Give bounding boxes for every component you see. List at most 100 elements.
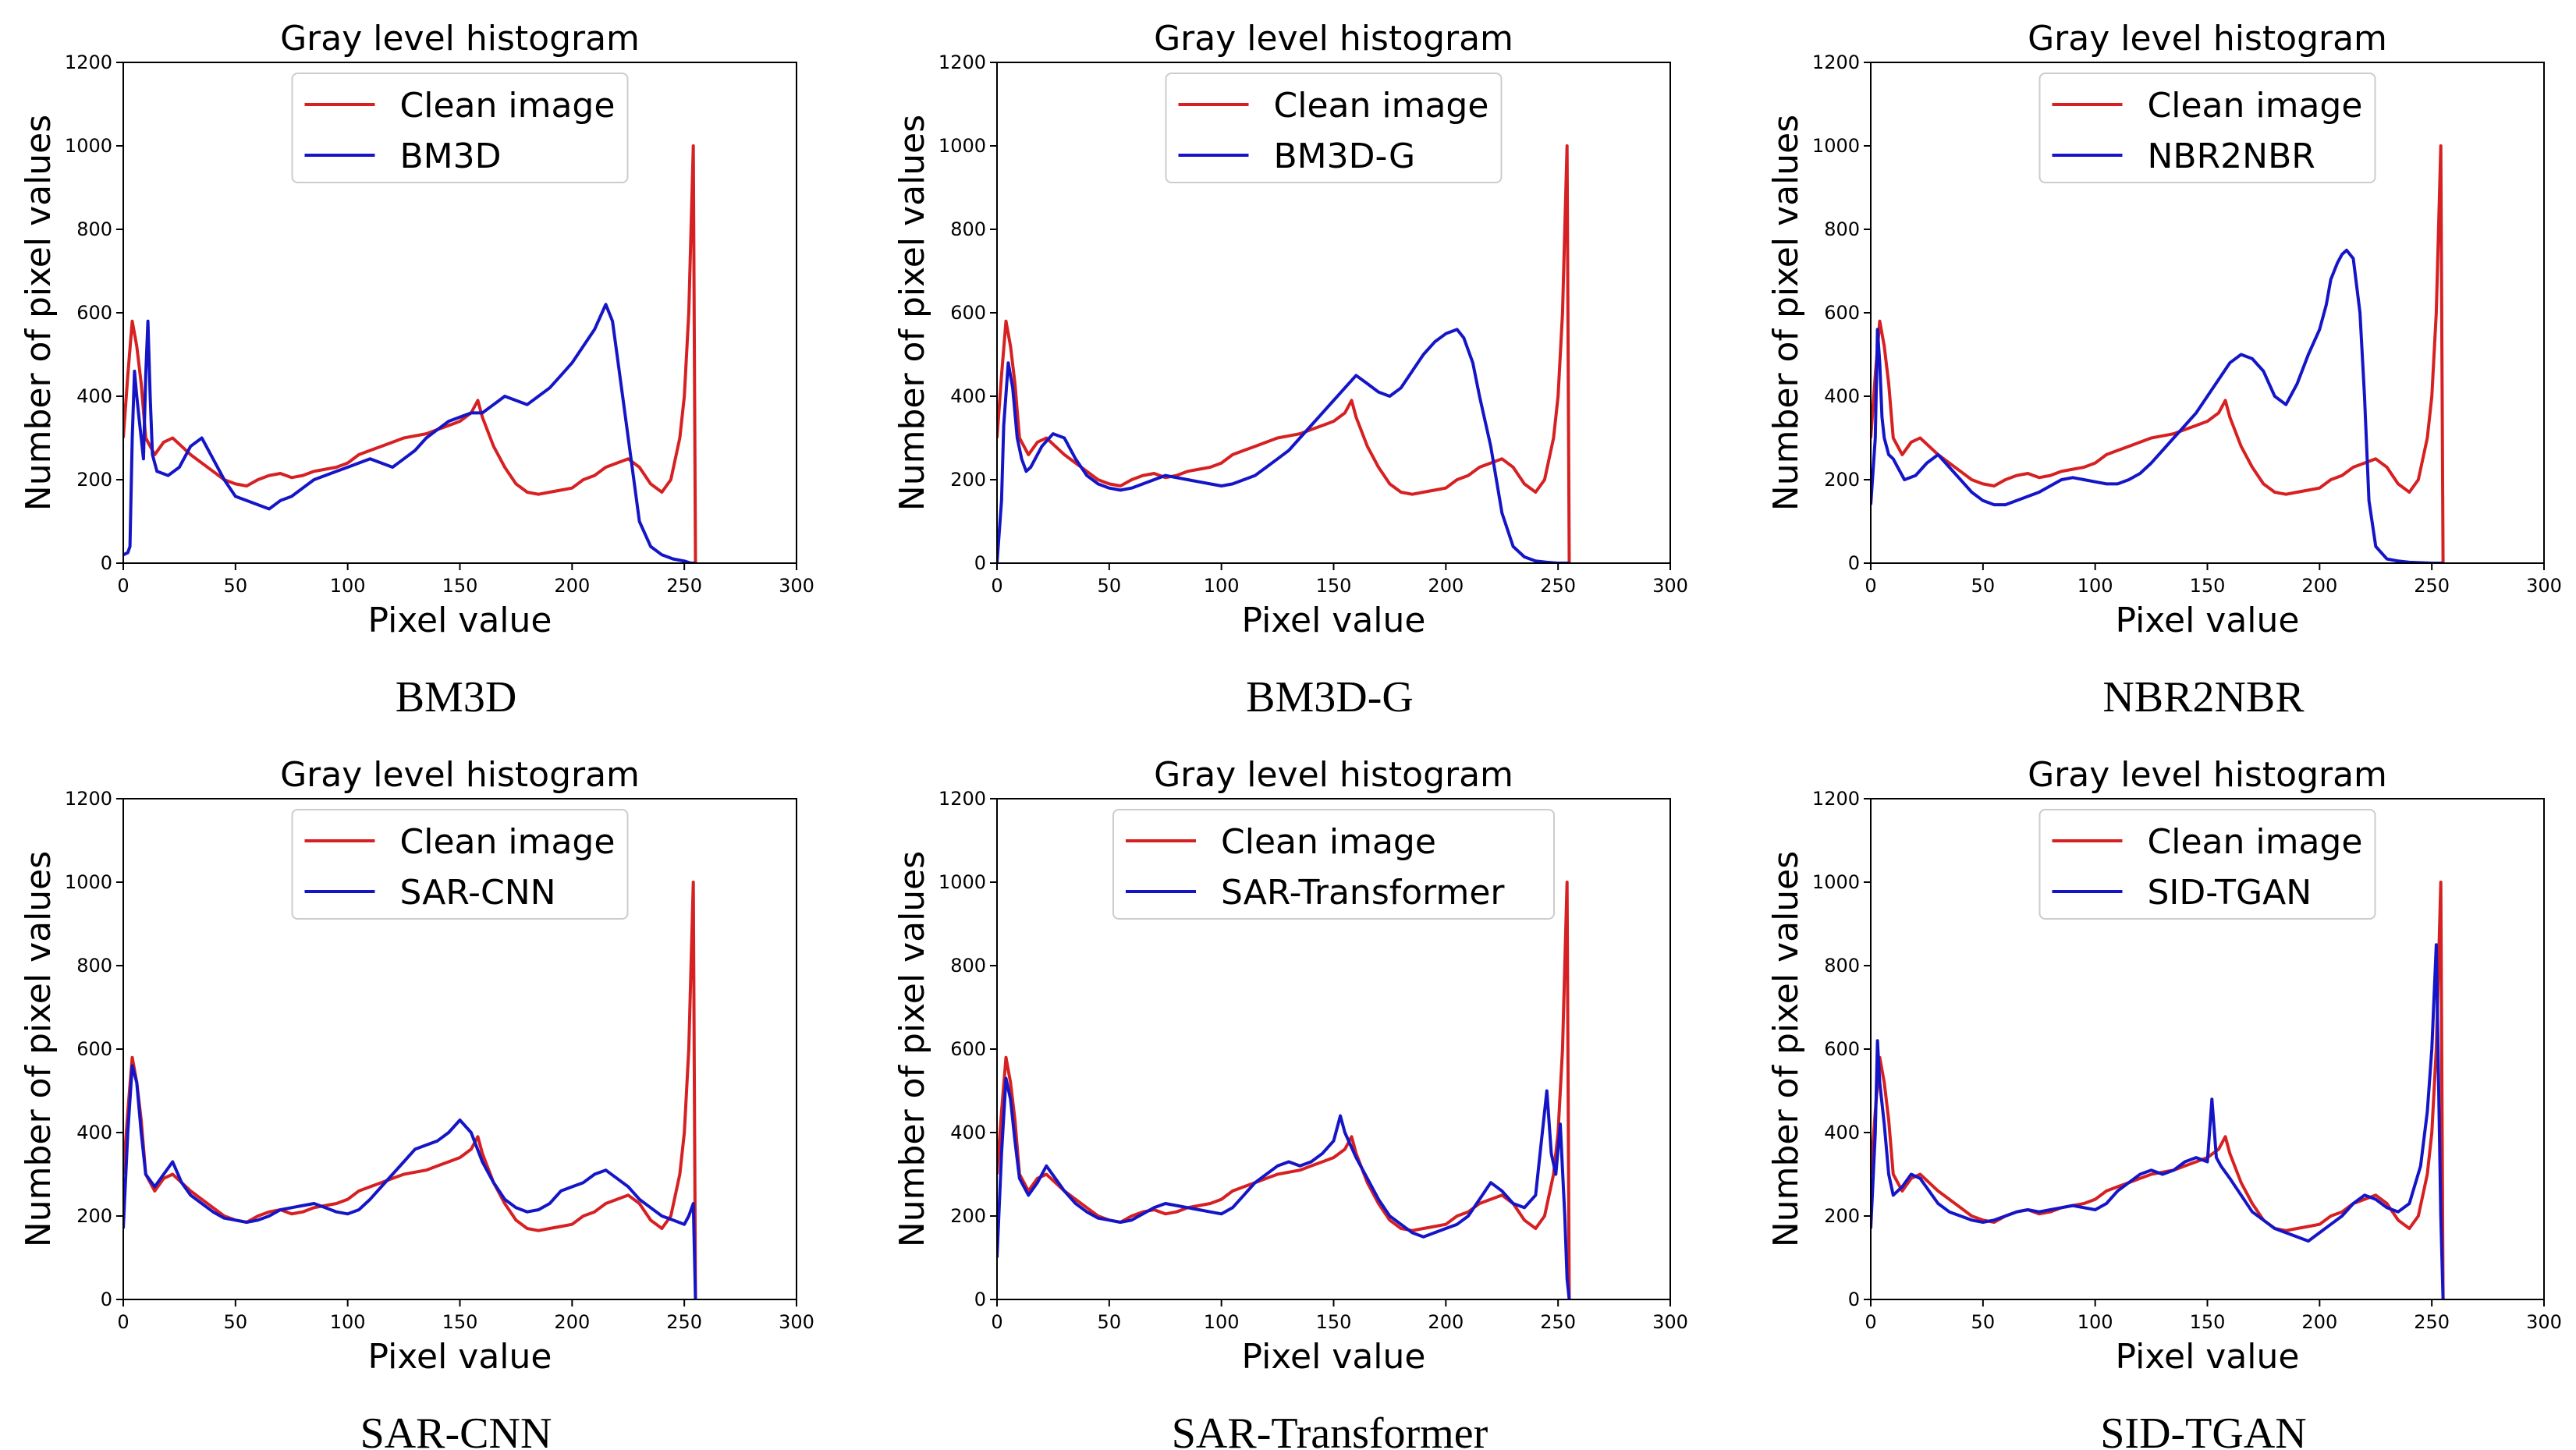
- x-axis-label: Pixel value: [2116, 601, 2300, 640]
- legend: Clean image NBR2NBR: [2038, 73, 2376, 183]
- y-tick-label: 0: [974, 552, 986, 574]
- y-tick-label: 1200: [939, 51, 986, 73]
- panel-caption: SID-TGAN: [2100, 1409, 2306, 1450]
- y-tick-label: 1000: [65, 871, 112, 893]
- y-tick-label: 1200: [65, 51, 112, 73]
- y-tick-label: 600: [1824, 1038, 1860, 1060]
- x-tick-label: 50: [224, 575, 248, 597]
- legend-label: NBR2NBR: [2148, 136, 2315, 176]
- y-axis-label: Number of pixel values: [1766, 851, 1806, 1247]
- x-tick-label: 50: [1098, 575, 1122, 597]
- x-tick-label: 300: [779, 575, 814, 597]
- panel-title: Gray level histogram: [280, 19, 640, 58]
- histogram-panel-5: Gray level histogram 0 50 100 150 200 250 300 0 2…: [892, 755, 1688, 1450]
- y-tick-label: 1000: [1812, 135, 1860, 157]
- y-tick-label: 400: [76, 385, 112, 407]
- x-tick-label: 0: [991, 575, 1002, 597]
- y-tick-label: 400: [1824, 1122, 1860, 1143]
- legend-box: [1165, 73, 1503, 183]
- legend-label: Clean image: [1221, 822, 1436, 862]
- y-tick-label: 600: [950, 302, 986, 324]
- panel-caption: SAR-CNN: [360, 1409, 552, 1450]
- x-tick-label: 300: [2526, 575, 2562, 597]
- series-line-method: [123, 1064, 697, 1299]
- x-tick-label: 100: [330, 575, 366, 597]
- legend: Clean image BM3D-G: [1165, 73, 1503, 183]
- y-tick-label: 0: [974, 1289, 986, 1310]
- x-tick-label: 250: [1540, 1311, 1576, 1333]
- x-tick-label: 50: [1098, 1311, 1122, 1333]
- y-tick-label: 200: [76, 469, 112, 491]
- x-tick-label: 0: [1865, 575, 1876, 597]
- y-tick-label: 200: [1824, 1205, 1860, 1227]
- legend-box: [291, 73, 629, 183]
- histogram-panel-1: Gray level histogram 0 50 100 150 200 250 300 0 2…: [19, 19, 814, 721]
- x-tick-label: 0: [117, 1311, 129, 1333]
- x-tick-label: 250: [2414, 1311, 2450, 1333]
- legend: Clean image BM3D: [291, 73, 629, 183]
- legend: Clean image SAR-Transformer: [1112, 809, 1555, 920]
- panel-title: Gray level histogram: [1154, 755, 1513, 795]
- x-tick-label: 250: [666, 575, 702, 597]
- panel-title: Gray level histogram: [280, 755, 640, 795]
- x-tick-label: 100: [330, 1311, 366, 1333]
- legend-label: BM3D-G: [1274, 136, 1416, 176]
- legend-box: [1112, 809, 1555, 920]
- x-tick-label: 100: [2077, 575, 2113, 597]
- legend-label: Clean image: [400, 822, 616, 862]
- y-tick-label: 1200: [939, 788, 986, 810]
- panel-caption: BM3D-G: [1246, 673, 1414, 721]
- legend-box: [2038, 809, 2376, 920]
- x-tick-label: 200: [1428, 1311, 1464, 1333]
- series-line-clean-image: [997, 144, 1571, 563]
- series-line-method: [1871, 248, 2443, 563]
- series-line-clean-image: [1871, 881, 2445, 1299]
- series-line-method: [997, 328, 1570, 563]
- y-tick-label: 800: [950, 955, 986, 977]
- legend-label: Clean image: [1274, 86, 1489, 126]
- panel-title: Gray level histogram: [1154, 19, 1513, 58]
- x-tick-label: 150: [1316, 575, 1352, 597]
- legend-label: SAR-Transformer: [1221, 873, 1505, 913]
- y-tick-label: 1200: [65, 788, 112, 810]
- histogram-panel-3: Gray level histogram 0 50 100 150 200 250 300 0 2…: [1766, 19, 2562, 721]
- y-tick-label: 800: [76, 218, 112, 240]
- x-tick-label: 150: [2190, 575, 2226, 597]
- x-tick-label: 100: [2077, 1311, 2113, 1333]
- y-tick-label: 800: [1824, 955, 1860, 977]
- series-line-method: [997, 1076, 1571, 1299]
- series-line-clean-image: [123, 881, 697, 1299]
- legend: Clean image SAR-CNN: [291, 809, 629, 920]
- x-tick-label: 150: [1316, 1311, 1352, 1333]
- legend-label: Clean image: [2148, 86, 2363, 126]
- legend-label: Clean image: [400, 86, 616, 126]
- x-tick-label: 300: [1652, 1311, 1688, 1333]
- x-tick-label: 250: [666, 1311, 702, 1333]
- y-tick-label: 600: [950, 1038, 986, 1060]
- x-tick-label: 50: [1971, 575, 1996, 597]
- x-axis-label: Pixel value: [1242, 601, 1426, 640]
- series-line-method: [1871, 943, 2445, 1299]
- x-tick-label: 250: [1540, 575, 1576, 597]
- x-tick-label: 250: [2414, 575, 2450, 597]
- y-axis-label: Number of pixel values: [19, 115, 59, 511]
- x-tick-label: 300: [1652, 575, 1688, 597]
- x-tick-label: 0: [117, 575, 129, 597]
- panel-caption: NBR2NBR: [2102, 673, 2305, 721]
- x-tick-label: 200: [2301, 1311, 2337, 1333]
- y-axis-label: Number of pixel values: [1766, 115, 1806, 511]
- x-axis-label: Pixel value: [368, 601, 552, 640]
- x-tick-label: 100: [1204, 575, 1240, 597]
- y-tick-label: 200: [1824, 469, 1860, 491]
- x-tick-label: 0: [991, 1311, 1002, 1333]
- y-tick-label: 1000: [1812, 871, 1860, 893]
- panel-caption: BM3D: [396, 673, 517, 721]
- x-tick-label: 200: [554, 575, 590, 597]
- y-axis-label: Number of pixel values: [19, 851, 59, 1247]
- y-tick-label: 600: [76, 302, 112, 324]
- y-tick-label: 800: [1824, 218, 1860, 240]
- y-tick-label: 1000: [65, 135, 112, 157]
- panel-title: Gray level histogram: [2028, 755, 2387, 795]
- legend: Clean image SID-TGAN: [2038, 809, 2376, 920]
